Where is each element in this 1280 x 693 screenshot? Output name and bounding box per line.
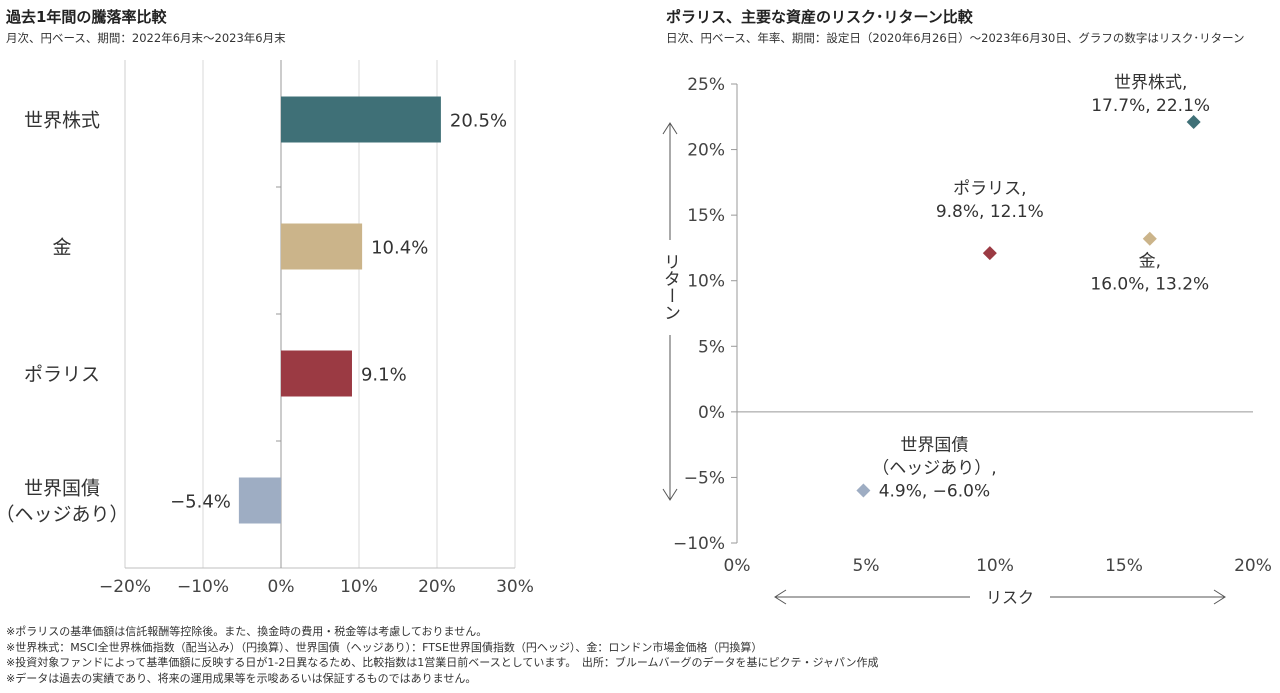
- bar: [281, 96, 441, 143]
- bar: [281, 350, 352, 397]
- x-tick-label: 0%: [268, 577, 295, 597]
- scatter-point: [982, 246, 997, 261]
- footnote: ※データは過去の実績であり、将来の運用成果等を示唆あるいは保証するものではありま…: [6, 671, 477, 685]
- category-label: 世界国債: [24, 478, 100, 500]
- scatter-chart-title: ポラリス、主要な資産のリスク･リターン比較: [666, 8, 973, 26]
- y-tick-label: 10%: [687, 272, 725, 292]
- x-tick-label: 0%: [724, 556, 751, 576]
- footnotes: ※ポラリスの基準価額は信託報酬等控除後。また、換金時の費用・税金等は考慮しており…: [6, 624, 879, 686]
- point-label: 4.9%, −6.0%: [879, 482, 990, 502]
- bar-value-label: 10.4%: [371, 238, 428, 259]
- x-tick-label: 20%: [1234, 556, 1272, 576]
- footnote: ※ポラリスの基準価額は信託報酬等控除後。また、換金時の費用・税金等は考慮しており…: [6, 625, 488, 638]
- x-tick-label: 10%: [340, 577, 378, 597]
- y-tick-label: 20%: [687, 141, 725, 161]
- bar-value-label: −5.4%: [170, 492, 231, 513]
- x-tick-label: 5%: [853, 556, 880, 576]
- bar-chart-title: 過去1年間の騰落率比較: [6, 8, 167, 26]
- y-tick-label: 25%: [687, 75, 725, 95]
- point-label: 世界国債: [900, 436, 968, 456]
- x-arrow-right-head: [1213, 589, 1226, 605]
- point-label: 金,: [1139, 252, 1161, 272]
- bar-chart: −20% −10% 0% 10% 20% 30% 20.5% 世界株式 10.4% 金 9.1% ポラ…: [0, 60, 534, 597]
- point-label: 9.8%, 12.1%: [936, 202, 1044, 222]
- y-axis-title: リターン: [660, 253, 680, 321]
- x-tick-label: 30%: [496, 577, 534, 597]
- scatter-chart: 25%20%15%10%5%0%−5%−10%0% 5% 10% 15% 20%リスクリ…: [660, 73, 1272, 607]
- y-arrow-bottom-head: [662, 488, 678, 501]
- category-label: ポラリス: [24, 364, 100, 386]
- bar-chart-subtitle: 月次、円ベース、期間：2022年6月末～2023年6月末: [6, 31, 286, 45]
- y-arrow-top-head: [662, 122, 678, 135]
- footnote: ※投資対象ファンドによって基準価額に反映する日が1-2日異なるため、比較指数は1…: [6, 656, 879, 669]
- point-label: 16.0%, 13.2%: [1090, 275, 1209, 295]
- point-label: ポラリス,: [953, 179, 1026, 199]
- footnote: ※世界株式：MSCI全世界株価指数（配当込み）（円換算）、世界国債（ヘッジあり）…: [6, 640, 763, 654]
- x-arrow-left-head: [774, 589, 787, 605]
- bar-value-label: 9.1%: [361, 365, 407, 386]
- x-axis-title: リスク: [986, 588, 1034, 607]
- bar-value-label: 20.5%: [450, 111, 507, 132]
- y-tick-label: 5%: [698, 337, 725, 357]
- category-label: 世界株式: [24, 110, 100, 132]
- x-tick-label: −10%: [177, 577, 229, 597]
- point-label: （ヘッジあり）,: [872, 459, 996, 479]
- y-tick-label: 0%: [698, 403, 725, 423]
- x-tick-label: 10%: [976, 556, 1014, 576]
- y-tick-label: 15%: [687, 206, 725, 226]
- x-tick-label: −20%: [99, 577, 151, 597]
- x-tick-label: 15%: [1105, 556, 1143, 576]
- y-tick-label: −10%: [673, 534, 725, 554]
- scatter-point: [1142, 231, 1157, 246]
- y-tick-label: −5%: [684, 468, 725, 488]
- scatter-point: [856, 483, 871, 498]
- scatter-chart-subtitle: 日次、円ベース、年率、期間：設定日（2020年6月26日）～2023年6月30日…: [666, 31, 1245, 45]
- scatter-point: [1186, 115, 1201, 130]
- bar: [238, 477, 281, 524]
- category-label: 金: [52, 237, 71, 259]
- bar: [281, 223, 363, 270]
- x-tick-label: 20%: [418, 577, 456, 597]
- category-label: （ヘッジあり）: [0, 504, 129, 526]
- point-label: 17.7%, 22.1%: [1091, 96, 1210, 116]
- point-label: 世界株式,: [1114, 73, 1187, 93]
